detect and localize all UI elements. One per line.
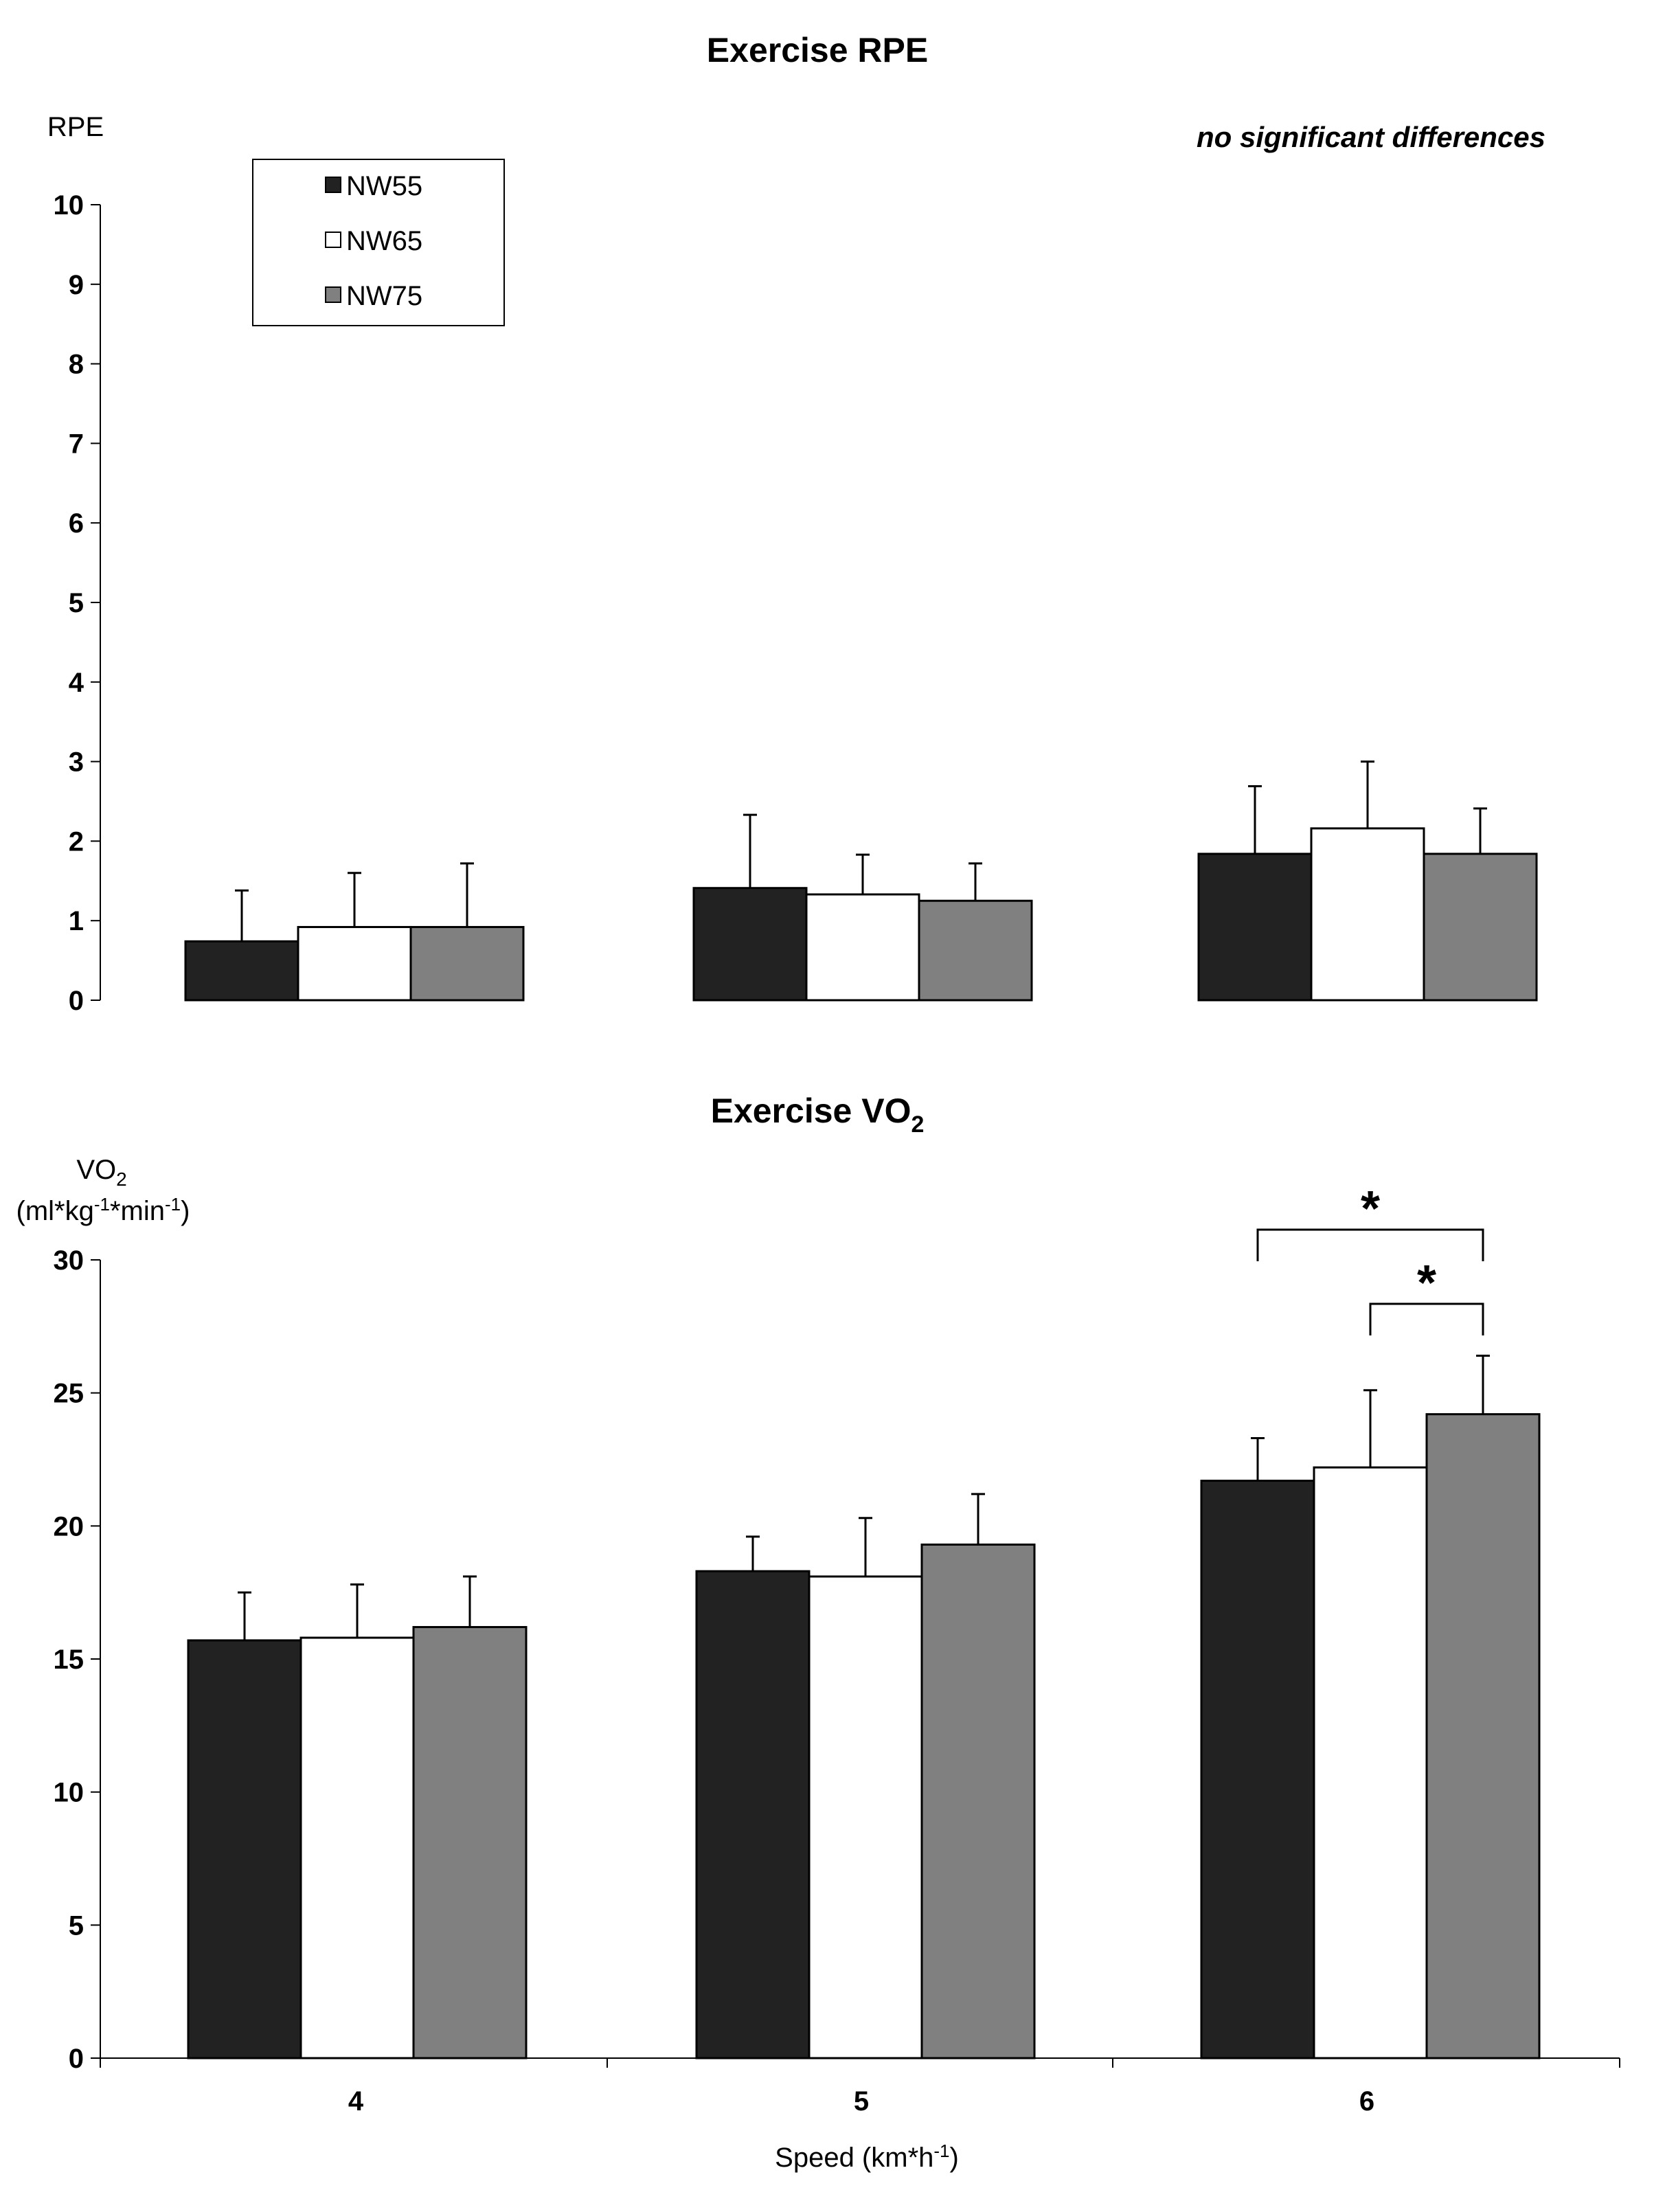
vo2-y-tick-label: 5 xyxy=(69,1910,84,1941)
vo2-x-tick-label: 5 xyxy=(854,2086,869,2117)
vo2-xlabel-sup: -1 xyxy=(933,2141,949,2161)
rpe-y-tick-label: 3 xyxy=(69,747,84,778)
vo2-ylabel-main: VO xyxy=(76,1155,116,1185)
vo2-ylabel-sup-a: -1 xyxy=(94,1194,110,1215)
rpe-y-axis: 0 1 2 3 4 5 6 7 8 9 10 xyxy=(54,190,101,1016)
legend-swatch-nw55 xyxy=(325,177,341,193)
significance-marker: * xyxy=(1361,1182,1380,1237)
rpe-bar-nw55 xyxy=(692,887,808,1002)
vo2-ylabel-subscript: 2 xyxy=(116,1169,127,1190)
rpe-bar-nw65 xyxy=(1310,827,1425,1002)
vo2-title-main: Exercise VO xyxy=(711,1092,911,1130)
vo2-ylabel-unit-c: ) xyxy=(181,1196,190,1226)
rpe-y-tick-label: 2 xyxy=(69,826,84,857)
rpe-y-tick-label: 0 xyxy=(69,986,84,1016)
rpe-y-tick-label: 8 xyxy=(69,350,84,380)
rpe-bar-nw65 xyxy=(297,925,412,1002)
rpe-y-tick-label: 7 xyxy=(69,429,84,459)
rpe-bar-nw75 xyxy=(918,899,1033,1002)
legend-label-nw55: NW55 xyxy=(346,171,422,201)
vo2-y-tick-label: 20 xyxy=(54,1511,84,1542)
rpe-bar-nw65 xyxy=(805,893,920,1002)
vo2-bar-nw75 xyxy=(920,1543,1036,2059)
legend-label-nw65: NW65 xyxy=(346,226,422,256)
vo2-y-tick-label: 30 xyxy=(54,1245,84,1276)
vo2-ylabel-unit-a: (ml*kg xyxy=(16,1196,94,1226)
legend-label-nw75: NW75 xyxy=(346,281,422,311)
legend-swatch-nw65 xyxy=(325,232,341,248)
vo2-bar-nw55 xyxy=(1200,1479,1315,2059)
vo2-bar-nw65 xyxy=(299,1636,415,2059)
rpe-y-axis-label: RPE xyxy=(47,112,104,142)
vo2-title-subscript: 2 xyxy=(911,1111,924,1138)
vo2-y-tick-label: 10 xyxy=(54,1778,84,1808)
rpe-bar-nw55 xyxy=(184,940,299,1002)
vo2-ylabel-sup-b: -1 xyxy=(165,1194,181,1215)
vo2-xlabel-main: Speed (km*h xyxy=(775,2143,933,2173)
rpe-y-tick-label: 9 xyxy=(69,270,84,300)
significance-bracket xyxy=(1256,1228,1484,1261)
vo2-y-axis-label-line2: (ml*kg-1*min-1) xyxy=(16,1194,190,1226)
rpe-annotation: no significant differences xyxy=(1197,121,1545,153)
rpe-y-tick-label: 1 xyxy=(69,906,84,936)
rpe-chart: Exercise RPE RPE no significant differen… xyxy=(47,31,1545,1016)
significance-marker: * xyxy=(1417,1256,1436,1311)
rpe-bar-nw75 xyxy=(1423,853,1538,1002)
vo2-significance: ** xyxy=(1256,1182,1484,1335)
rpe-chart-title: Exercise RPE xyxy=(707,31,928,69)
vo2-bar-nw55 xyxy=(695,1570,811,2059)
rpe-y-tick-label: 5 xyxy=(69,588,84,618)
vo2-xlabel-end: ) xyxy=(950,2143,959,2173)
legend: NW55 NW65 NW75 xyxy=(252,159,505,326)
vo2-y-tick-label: 0 xyxy=(69,2044,84,2074)
vo2-x-axis-label: Speed (km*h-1) xyxy=(775,2141,959,2173)
rpe-bar-nw55 xyxy=(1197,853,1313,1002)
rpe-y-tick-label: 10 xyxy=(54,190,84,221)
legend-box xyxy=(252,159,505,326)
vo2-chart-title: Exercise VO2 xyxy=(711,1092,925,1138)
vo2-bars xyxy=(187,1354,1541,2059)
vo2-y-tick-label: 15 xyxy=(54,1645,84,1675)
vo2-x-tick-label: 6 xyxy=(1359,2086,1374,2117)
significance-bracket xyxy=(1369,1302,1484,1335)
legend-swatch-nw75 xyxy=(325,286,341,303)
vo2-bar-nw75 xyxy=(1425,1413,1541,2059)
vo2-y-axis-label-line1: VO2 xyxy=(76,1155,126,1190)
rpe-y-tick-label: 4 xyxy=(69,668,84,698)
vo2-bar-nw55 xyxy=(187,1639,302,2059)
vo2-ylabel-unit-b: *min xyxy=(110,1196,165,1226)
rpe-bars xyxy=(184,760,1538,1002)
vo2-bar-nw65 xyxy=(808,1575,923,2059)
rpe-bar-nw75 xyxy=(409,925,525,1002)
vo2-chart: Exercise VO2 VO2 (ml*kg-1*min-1) 0510152… xyxy=(16,1092,1620,2173)
vo2-x-tick-label: 4 xyxy=(348,2086,364,2117)
vo2-bar-nw65 xyxy=(1313,1466,1428,2059)
vo2-y-tick-label: 25 xyxy=(54,1379,84,1409)
rpe-y-tick-label: 6 xyxy=(69,508,84,539)
vo2-bar-nw75 xyxy=(412,1626,528,2059)
